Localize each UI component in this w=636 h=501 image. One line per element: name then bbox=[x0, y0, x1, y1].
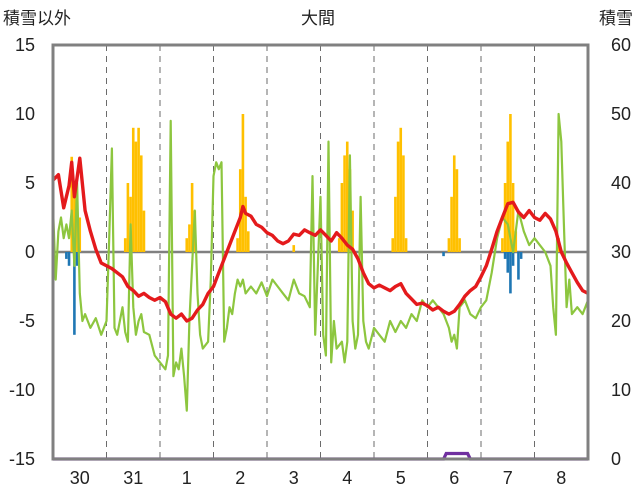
orange-bar bbox=[241, 114, 245, 252]
orange-bar bbox=[78, 217, 82, 252]
orange-bar bbox=[396, 141, 400, 252]
chart-title: 大間 bbox=[301, 9, 335, 28]
orange-bar bbox=[402, 155, 405, 252]
blue-bar bbox=[73, 252, 76, 335]
orange-bar bbox=[351, 210, 354, 252]
orange-bar bbox=[503, 183, 507, 252]
orange-bar bbox=[501, 238, 504, 252]
left-tick-label: 10 bbox=[15, 104, 35, 124]
orange-bar bbox=[399, 127, 403, 252]
blue-bar bbox=[503, 252, 507, 259]
orange-bar bbox=[447, 238, 451, 252]
left-tick-label: -10 bbox=[9, 380, 35, 400]
orange-bar bbox=[236, 238, 239, 252]
orange-bar bbox=[343, 155, 346, 252]
blue-bar bbox=[519, 252, 523, 259]
right-tick-label: 40 bbox=[611, 173, 631, 193]
orange-bar bbox=[126, 183, 130, 252]
right-tick-label: 20 bbox=[611, 311, 631, 331]
orange-bar bbox=[450, 196, 453, 252]
day-label: 7 bbox=[503, 468, 513, 488]
red-series-line bbox=[51, 156, 589, 323]
day-label: 1 bbox=[182, 468, 192, 488]
orange-bar bbox=[123, 238, 127, 252]
orange-bar bbox=[190, 183, 194, 252]
left-tick-label: -5 bbox=[19, 311, 35, 331]
left-tick-label: -15 bbox=[9, 449, 35, 469]
orange-bar bbox=[345, 141, 349, 252]
orange-bar bbox=[455, 169, 459, 252]
left-tick-label: 5 bbox=[25, 173, 35, 193]
orange-bar bbox=[185, 238, 189, 252]
blue-bar bbox=[506, 252, 510, 273]
orange-bar bbox=[506, 141, 510, 252]
blue-bar bbox=[75, 252, 79, 266]
right-axis-label: 積雪 bbox=[599, 9, 633, 28]
orange-bar bbox=[244, 196, 247, 252]
orange-bar bbox=[509, 114, 512, 252]
right-tick-label: 50 bbox=[611, 104, 631, 124]
orange-bar bbox=[394, 196, 397, 252]
left-tick-label: 15 bbox=[15, 35, 35, 55]
orange-bar bbox=[134, 141, 138, 252]
right-tick-label: 10 bbox=[611, 380, 631, 400]
left-tick-label: 0 bbox=[25, 242, 35, 262]
orange-bar bbox=[139, 155, 143, 252]
orange-bar bbox=[514, 231, 518, 252]
day-label: 4 bbox=[342, 468, 352, 488]
orange-bar bbox=[452, 155, 456, 252]
left-axis-label: 積雪以外 bbox=[3, 9, 71, 28]
day-label: 30 bbox=[70, 468, 90, 488]
blue-bar bbox=[517, 252, 520, 280]
orange-bar bbox=[292, 245, 296, 252]
orange-bar bbox=[404, 238, 408, 252]
plot-frame bbox=[51, 43, 590, 461]
orange-bar bbox=[75, 203, 79, 252]
orange-bar bbox=[458, 238, 461, 252]
right-tick-label: 60 bbox=[611, 35, 631, 55]
orange-bar bbox=[131, 127, 135, 252]
right-tick-label: 30 bbox=[611, 242, 631, 262]
orange-bar bbox=[142, 210, 146, 252]
day-label: 3 bbox=[289, 468, 299, 488]
day-label: 6 bbox=[449, 468, 459, 488]
right-tick-label: 0 bbox=[611, 449, 621, 469]
orange-bar bbox=[73, 183, 76, 252]
orange-bar bbox=[246, 231, 250, 252]
day-label: 2 bbox=[235, 468, 245, 488]
orange-bar bbox=[188, 224, 191, 252]
blue-bar bbox=[511, 252, 515, 266]
day-label: 5 bbox=[396, 468, 406, 488]
blue-bar bbox=[442, 252, 445, 257]
orange-bar bbox=[337, 238, 341, 252]
orange-bar bbox=[511, 183, 515, 252]
blue-bar bbox=[65, 252, 68, 259]
frame-layer bbox=[51, 43, 590, 461]
orange-bar bbox=[391, 238, 395, 252]
day-label: 31 bbox=[123, 468, 143, 488]
blue-bar bbox=[509, 252, 512, 294]
orange-bar bbox=[70, 156, 74, 252]
green-series-line bbox=[51, 112, 590, 412]
orange-bar bbox=[340, 183, 344, 252]
day-label: 8 bbox=[556, 468, 566, 488]
blue-bar bbox=[67, 252, 71, 266]
orange-bar bbox=[137, 127, 140, 252]
